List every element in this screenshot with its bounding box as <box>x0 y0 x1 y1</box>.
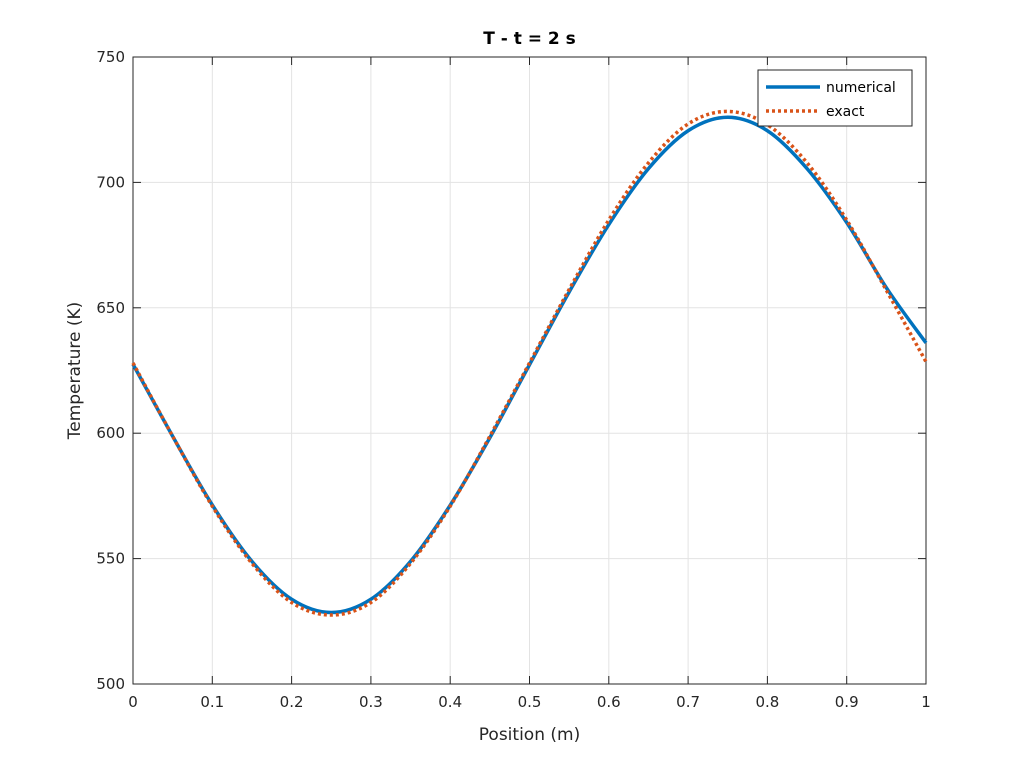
tick-marks <box>132 56 927 685</box>
chart-title: T - t = 2 s <box>483 29 576 49</box>
y-tick-labels: 500 550 600 650 700 750 <box>96 48 125 693</box>
y-tick-label: 500 <box>96 675 125 693</box>
grid <box>132 56 927 685</box>
x-tick-label: 0.8 <box>755 693 779 711</box>
legend-label-numerical: numerical <box>826 80 896 96</box>
y-tick-label: 700 <box>96 173 125 191</box>
x-tick-label: 0.1 <box>200 693 224 711</box>
x-tick-label: 0.9 <box>835 693 859 711</box>
x-tick-label: 0.3 <box>359 693 383 711</box>
series-line-exact <box>131 109 928 617</box>
series-lines <box>131 109 928 617</box>
y-tick-label: 550 <box>96 550 125 568</box>
y-tick-label: 750 <box>96 48 125 66</box>
legend-label-exact: exact <box>826 104 865 120</box>
x-tick-label: 1 <box>921 693 931 711</box>
x-tick-label: 0.5 <box>518 693 542 711</box>
y-tick-label: 650 <box>96 299 125 317</box>
y-axis-label: Temperature (K) <box>65 302 85 441</box>
x-tick-labels: 0 0.1 0.2 0.3 0.4 0.5 0.6 0.7 0.8 0.9 1 <box>128 693 931 711</box>
x-tick-label: 0.4 <box>438 693 462 711</box>
x-tick-label: 0.6 <box>597 693 621 711</box>
x-axis-label: Position (m) <box>479 725 580 745</box>
x-tick-label: 0.7 <box>676 693 700 711</box>
x-tick-label: 0.2 <box>280 693 304 711</box>
legend-box <box>757 69 913 127</box>
y-tick-label: 600 <box>96 424 125 442</box>
x-tick-label: 0 <box>128 693 138 711</box>
legend: numerical exact <box>757 69 913 127</box>
